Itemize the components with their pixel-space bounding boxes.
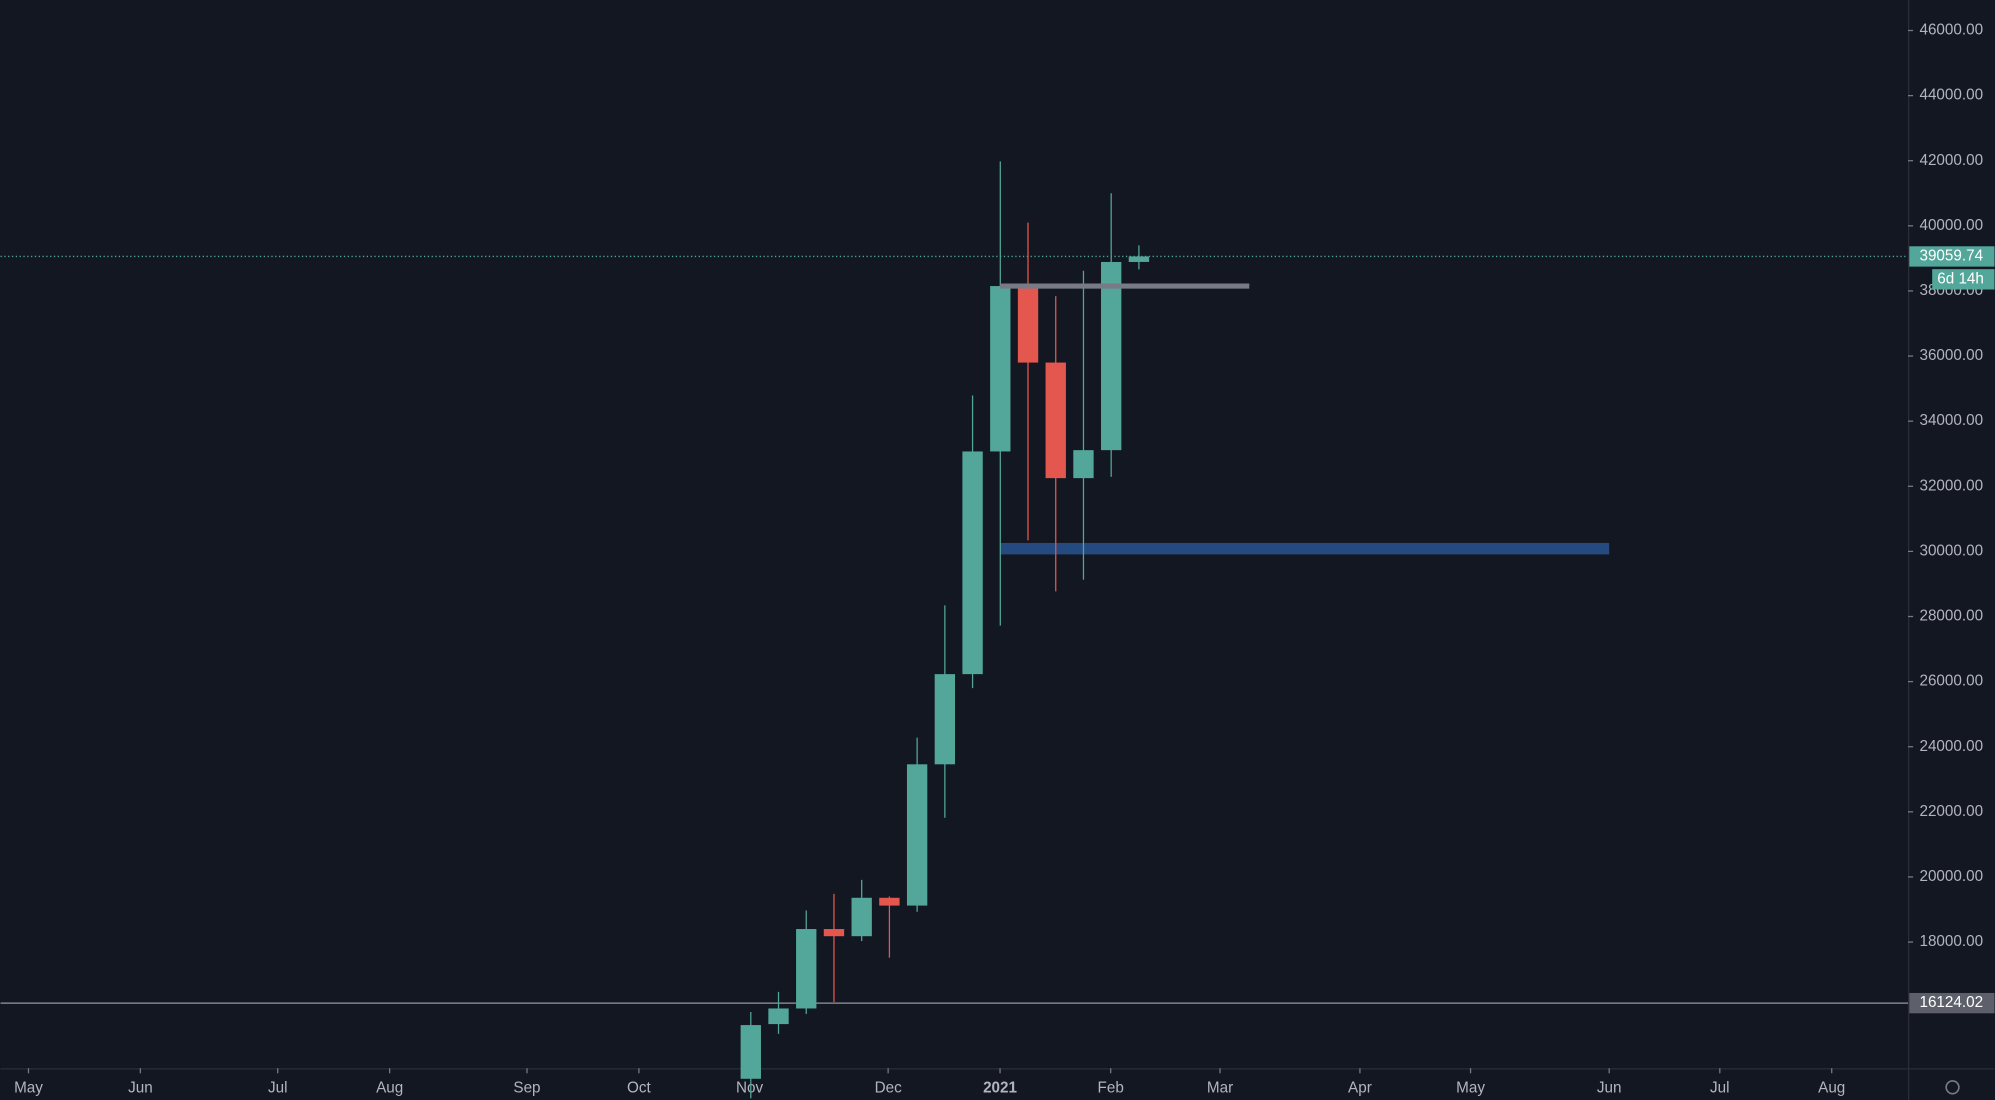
candle-body: [990, 286, 1011, 452]
candle-body: [768, 1008, 789, 1025]
y-tick-label: 28000.00: [1919, 608, 1983, 625]
settings-icon[interactable]: [1945, 1080, 1960, 1095]
x-tick-label: Nov: [736, 1080, 763, 1097]
candle-body: [796, 929, 817, 1009]
candle-body: [851, 897, 872, 937]
candle-body: [1128, 256, 1150, 262]
x-tick-label: Aug: [1818, 1080, 1845, 1097]
x-tick-label: Apr: [1348, 1080, 1372, 1097]
y-tick-label: 24000.00: [1919, 738, 1983, 755]
support-zone: [1000, 542, 1610, 555]
candle-body: [934, 674, 956, 765]
x-tick-label: Jul: [1710, 1080, 1730, 1097]
candle-body: [879, 897, 900, 906]
x-tick-label: Oct: [627, 1080, 651, 1097]
y-tick-label: 26000.00: [1919, 673, 1983, 690]
candle-body: [1017, 286, 1039, 363]
x-tick-label: Feb: [1098, 1080, 1124, 1097]
last-price-tag: [1909, 246, 1995, 267]
candle-body: [823, 929, 845, 937]
countdown-tag: [1932, 269, 1995, 290]
x-tick-label: May: [1456, 1080, 1485, 1097]
y-tick-label: 36000.00: [1919, 347, 1983, 364]
x-tick-label: Jul: [268, 1080, 288, 1097]
y-tick-label: 40000.00: [1919, 217, 1983, 234]
x-tick-label: May: [14, 1080, 43, 1097]
x-tick-label: Mar: [1207, 1080, 1233, 1097]
y-tick-label: 44000.00: [1919, 87, 1983, 104]
candle-body: [962, 451, 983, 675]
last-price-label: 39059.74: [1919, 247, 1983, 264]
y-tick-label: 22000.00: [1919, 803, 1983, 820]
y-tick-label: 34000.00: [1919, 412, 1983, 429]
y-tick-label: 46000.00: [1919, 22, 1983, 39]
candle-body: [1045, 362, 1066, 479]
price-line-label: 16124.02: [1919, 994, 1983, 1011]
y-tick-label: 42000.00: [1919, 152, 1983, 169]
y-tick-label: 30000.00: [1919, 542, 1983, 559]
x-tick-label: Jun: [1597, 1080, 1622, 1097]
y-tick-label: 32000.00: [1919, 477, 1983, 494]
y-tick-label: 18000.00: [1919, 933, 1983, 950]
candle-body: [906, 764, 928, 906]
y-tick-label: 20000.00: [1919, 868, 1983, 885]
x-tick-label: Sep: [513, 1080, 540, 1097]
x-tick-label: Dec: [875, 1080, 902, 1097]
candle-body: [740, 1025, 761, 1079]
x-tick-label: Jun: [128, 1080, 153, 1097]
x-tick-label: 2021: [983, 1080, 1017, 1097]
x-tick-label: Aug: [376, 1080, 403, 1097]
countdown-label: 6d 14h: [1937, 270, 1984, 287]
candle-body: [1101, 261, 1122, 451]
price-line-tag: [1909, 992, 1995, 1014]
candle-body: [1073, 450, 1094, 479]
